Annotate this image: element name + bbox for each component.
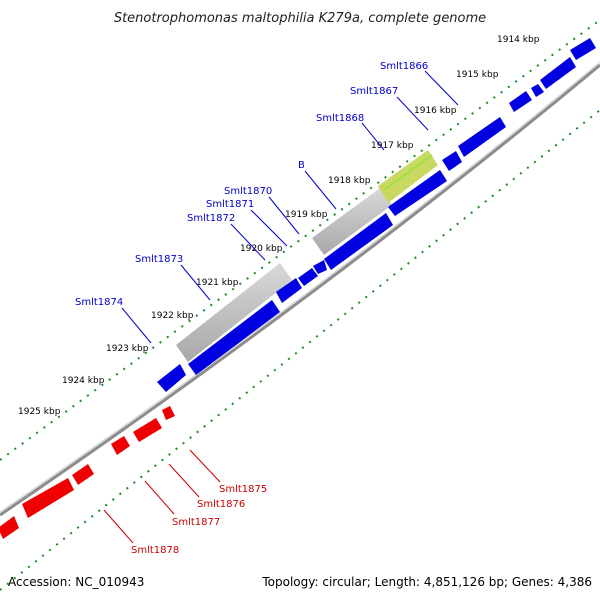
- gene-block[interactable]: [162, 406, 175, 420]
- gene-leader-line: [230, 223, 266, 261]
- gene-label[interactable]: Smlt1877: [172, 517, 220, 528]
- kbp-label: 1914 kbp: [497, 35, 540, 45]
- forward-gene-labels: Smlt1866 Smlt1867 Smlt1868 B Smlt1870 Sm…: [75, 61, 459, 344]
- gene-block[interactable]: [509, 91, 532, 112]
- accession-text: Accession: NC_010943: [8, 575, 144, 589]
- gene-leader-line: [103, 509, 134, 544]
- gene-block[interactable]: [388, 170, 447, 216]
- genome-backbone-highlight: [0, 61, 600, 513]
- reverse-gene-labels: Smlt1875 Smlt1876 Smlt1877 Smlt1878: [103, 449, 267, 556]
- gene-leader-line: [144, 480, 175, 515]
- kbp-label: 1919 kbp: [285, 210, 328, 220]
- outer-tick-ring: [0, 19, 600, 461]
- gene-block[interactable]: [458, 117, 506, 157]
- gene-leader-line: [180, 264, 211, 301]
- gene-block[interactable]: [0, 516, 19, 539]
- kbp-label: 1920 kbp: [240, 244, 283, 254]
- reverse-gene-track: [0, 406, 175, 539]
- genome-title: Stenotrophomonas maltophilia K279a, comp…: [114, 11, 486, 26]
- gene-label[interactable]: Smlt1872: [187, 213, 235, 224]
- gene-block[interactable]: [324, 213, 393, 270]
- gene-leader-line: [268, 196, 300, 235]
- gene-label[interactable]: Smlt1870: [224, 186, 272, 197]
- gene-leader-line: [396, 96, 429, 131]
- highlight-region[interactable]: [312, 188, 392, 255]
- gene-label[interactable]: Smlt1874: [75, 297, 123, 308]
- kbp-label: 1921 kbp: [196, 278, 239, 288]
- forward-gene-track: [157, 38, 596, 392]
- gene-label[interactable]: Smlt1878: [131, 545, 179, 556]
- gene-block[interactable]: [111, 436, 130, 455]
- gene-leader-line: [189, 449, 221, 483]
- gene-leader-line: [361, 122, 385, 151]
- topology-text: Topology: circular; Length: 4,851,126 bp…: [261, 575, 592, 589]
- kbp-label: 1922 kbp: [151, 311, 194, 321]
- gene-label[interactable]: Smlt1875: [219, 484, 267, 495]
- kbp-label: 1925 kbp: [18, 407, 61, 417]
- gene-leader-line: [304, 170, 337, 210]
- gene-block[interactable]: [442, 151, 462, 171]
- gene-block[interactable]: [531, 84, 544, 97]
- kbp-label: 1917 kbp: [371, 141, 414, 151]
- gene-block[interactable]: [276, 278, 302, 303]
- gene-block[interactable]: [298, 268, 318, 286]
- gene-block[interactable]: [22, 478, 74, 518]
- gene-label[interactable]: Smlt1868: [316, 113, 364, 124]
- gene-label[interactable]: Smlt1867: [350, 86, 398, 97]
- gene-leader-line: [250, 209, 288, 247]
- selected-feature-edge: [383, 154, 433, 191]
- gene-leader-line: [168, 463, 200, 498]
- kbp-labels: 1914 kbp 1915 kbp 1916 kbp 1917 kbp 1918…: [18, 35, 540, 417]
- gene-block[interactable]: [157, 364, 186, 392]
- gene-block[interactable]: [188, 300, 280, 375]
- kbp-label: 1924 kbp: [62, 376, 105, 386]
- gene-leader-line: [121, 307, 152, 344]
- gene-leader-line: [424, 70, 459, 106]
- kbp-label: 1918 kbp: [328, 176, 371, 186]
- gene-label[interactable]: Smlt1866: [380, 61, 428, 72]
- gene-block[interactable]: [540, 57, 576, 89]
- gene-block[interactable]: [133, 418, 162, 442]
- highlight-region[interactable]: [176, 263, 292, 362]
- gene-label[interactable]: Smlt1873: [135, 254, 183, 265]
- kbp-label: 1915 kbp: [456, 70, 499, 80]
- kbp-label: 1923 kbp: [106, 344, 149, 354]
- gene-label[interactable]: Smlt1876: [197, 499, 245, 510]
- gene-block[interactable]: [570, 38, 596, 60]
- gene-block[interactable]: [313, 260, 327, 274]
- selected-feature[interactable]: [378, 150, 438, 203]
- genome-backbone: [0, 63, 600, 517]
- gene-block[interactable]: [72, 464, 94, 485]
- gene-label[interactable]: Smlt1871: [206, 199, 254, 210]
- gene-label[interactable]: B: [298, 160, 305, 171]
- inner-tick-ring: [0, 109, 600, 591]
- kbp-label: 1916 kbp: [414, 106, 457, 116]
